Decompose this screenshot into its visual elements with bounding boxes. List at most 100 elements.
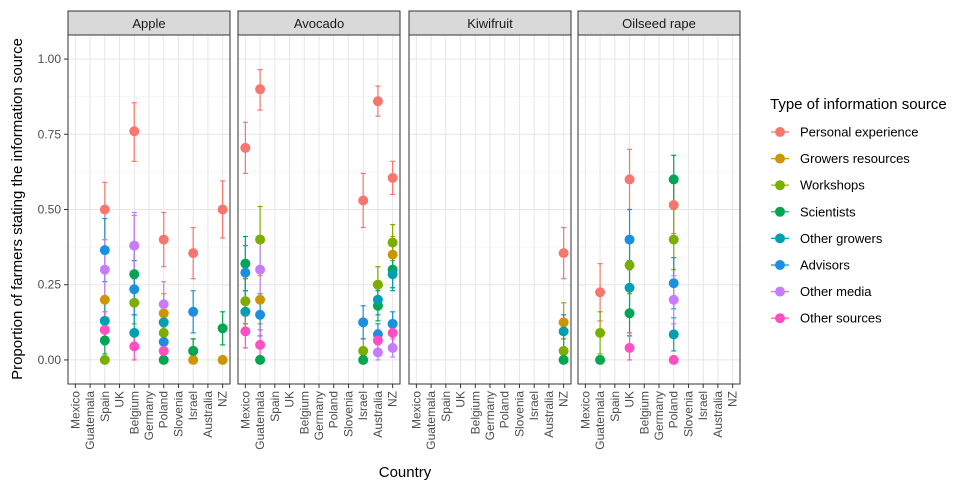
x-tick-label: UK xyxy=(454,391,468,408)
data-point xyxy=(558,317,569,328)
data-point xyxy=(668,294,679,305)
x-tick-label: NZ xyxy=(216,391,230,407)
x-tick-label: Guatemala xyxy=(83,391,97,450)
data-point xyxy=(217,354,228,365)
x-tick-label: Mexico xyxy=(409,391,423,429)
legend-label: Workshops xyxy=(800,178,865,193)
data-point xyxy=(240,306,251,317)
legend-label: Personal experience xyxy=(800,125,919,140)
data-point xyxy=(255,234,266,245)
data-point xyxy=(358,345,369,356)
data-point xyxy=(255,84,266,95)
data-point xyxy=(372,294,383,305)
x-tick-label: Belgium xyxy=(127,391,141,434)
data-point xyxy=(158,327,169,338)
data-point xyxy=(188,354,199,365)
facet-strip xyxy=(67,10,231,36)
data-point xyxy=(558,345,569,356)
data-point xyxy=(668,174,679,185)
data-point xyxy=(99,264,110,275)
x-tick-label: Spain xyxy=(608,391,622,422)
facet-strip-label: Oilseed rape xyxy=(622,16,696,31)
data-point xyxy=(217,323,228,334)
x-tick-label: Australia xyxy=(371,391,385,438)
x-tick-label: Australia xyxy=(711,391,725,438)
legend-title: Type of information source xyxy=(770,96,947,113)
data-point xyxy=(387,318,398,329)
data-point xyxy=(99,335,110,346)
legend-key-point xyxy=(775,286,785,297)
data-point xyxy=(387,327,398,338)
x-tick-label: NZ xyxy=(386,391,400,407)
data-point xyxy=(558,354,569,365)
legend-item: Scientists xyxy=(771,204,856,219)
y-tick-label: 0.50 xyxy=(38,203,62,217)
data-point xyxy=(240,258,251,269)
data-point xyxy=(129,341,140,352)
x-tick-label: Spain xyxy=(268,391,282,422)
legend-label: Other sources xyxy=(800,311,882,326)
x-tick-label: Germany xyxy=(652,391,666,440)
x-tick-label: Germany xyxy=(483,391,497,440)
data-point xyxy=(240,296,251,307)
data-point xyxy=(372,279,383,290)
data-point xyxy=(129,126,140,137)
data-point xyxy=(255,264,266,275)
legend-item: Growers resources xyxy=(771,151,910,166)
x-tick-label: Belgium xyxy=(637,391,651,434)
data-point xyxy=(99,324,110,335)
data-point xyxy=(372,96,383,107)
legend-key-point xyxy=(775,127,785,137)
x-tick-label: Slovenia xyxy=(341,391,355,437)
x-tick-label: Poland xyxy=(667,391,681,428)
legend-key-point xyxy=(775,180,785,191)
x-tick-label: Australia xyxy=(542,391,556,438)
data-point xyxy=(668,278,679,289)
legend-label: Advisors xyxy=(800,258,850,273)
x-tick-label: Poland xyxy=(498,391,512,428)
data-point xyxy=(217,204,228,215)
data-point xyxy=(668,234,679,245)
x-tick-label: UK xyxy=(113,391,127,408)
data-point xyxy=(558,248,569,259)
data-point xyxy=(99,315,110,326)
legend-item: Advisors xyxy=(771,258,850,273)
data-point xyxy=(668,329,679,340)
x-tick-label: Guatemala xyxy=(424,391,438,450)
data-point xyxy=(624,234,635,245)
data-point xyxy=(255,309,266,320)
panel-kiwifruit: Kiwifruit Mexico Guatemala Spain UK Belgium Ge… xyxy=(408,10,572,450)
x-tick-label: Israel xyxy=(696,391,710,420)
data-point xyxy=(255,294,266,305)
panel-oilseed-rape: Oilseed rape Mexico Guatemala Spain UK Belgiu… xyxy=(577,10,741,450)
data-point xyxy=(99,354,110,365)
y-tick-label: 0.75 xyxy=(38,127,62,141)
x-tick-label: Mexico xyxy=(578,391,592,429)
facet-strip xyxy=(577,10,741,36)
legend-label: Other growers xyxy=(800,231,883,246)
data-point xyxy=(358,317,369,328)
data-point xyxy=(624,174,635,185)
data-point xyxy=(129,297,140,308)
x-tick-label: Belgium xyxy=(468,391,482,434)
panel-apple: Apple Mexico Guatemala Spain UK Belgium German… xyxy=(67,10,231,450)
x-tick-label: Spain xyxy=(439,391,453,422)
x-tick-label: Slovenia xyxy=(171,391,185,437)
data-point xyxy=(99,294,110,305)
data-point xyxy=(158,308,169,319)
facet-strip xyxy=(237,10,401,36)
legend: Type of information source Personal expe… xyxy=(770,96,947,326)
legend-item: Other media xyxy=(771,284,872,299)
data-point xyxy=(158,299,169,310)
legend-item: Workshops xyxy=(771,178,865,193)
data-point xyxy=(255,339,266,350)
x-tick-label: NZ xyxy=(726,391,740,407)
legend-key-point xyxy=(775,233,785,244)
x-tick-label: Slovenia xyxy=(512,391,526,437)
data-point xyxy=(624,308,635,319)
facet-strip xyxy=(408,10,572,36)
legend-key-point xyxy=(775,260,785,270)
data-point xyxy=(158,317,169,328)
